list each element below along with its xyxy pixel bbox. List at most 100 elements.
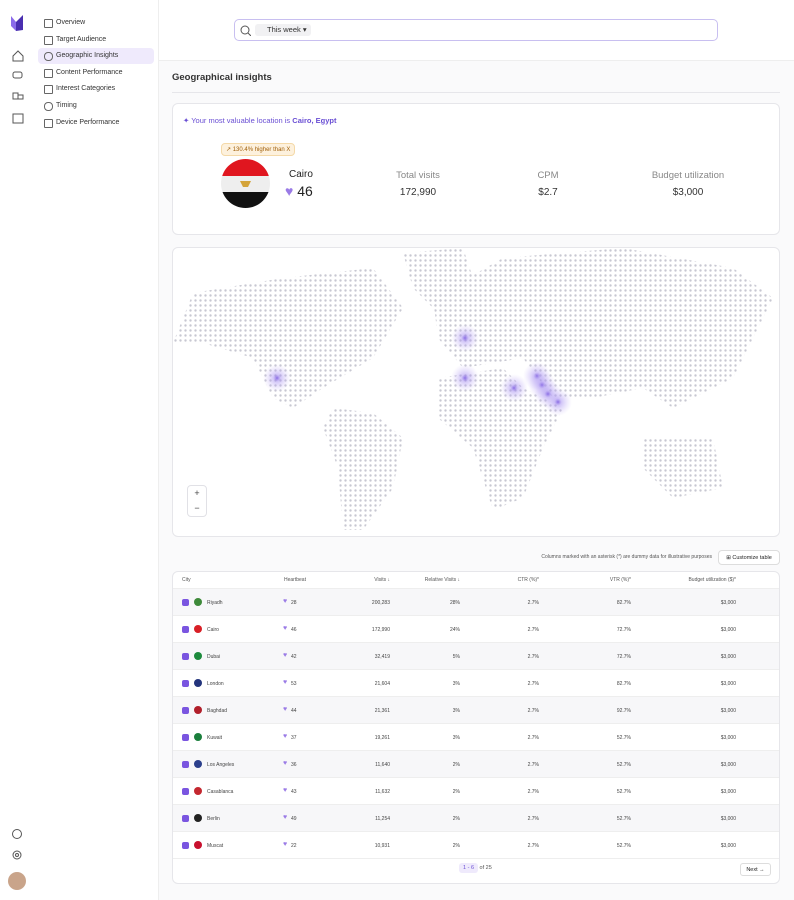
cell: $3,000	[720, 735, 736, 741]
cell: 42	[291, 654, 297, 660]
heart-icon: ♥	[283, 598, 288, 605]
cell: 21,361	[374, 708, 390, 714]
heart-icon: ♥	[283, 787, 288, 794]
badge: ↗ 130.4% higher than X	[221, 143, 296, 156]
cell: 72.7%	[616, 654, 631, 660]
table-row	[173, 751, 779, 778]
row-checkbox[interactable]	[182, 599, 189, 606]
row-checkbox[interactable]	[182, 707, 189, 714]
cell: 2%	[452, 789, 460, 795]
row-checkbox[interactable]	[182, 815, 189, 822]
cell: 46	[291, 627, 297, 633]
heart-icon: ♥	[283, 679, 288, 686]
filter-text: This week	[267, 25, 301, 34]
pagination: 1 - 6 of 25	[459, 863, 492, 873]
flag	[221, 159, 270, 208]
divider	[172, 92, 780, 93]
search-box[interactable]: This week ▾	[234, 19, 718, 41]
cell: 2%	[452, 816, 460, 822]
cell: 172,990	[371, 627, 390, 633]
cell: 37	[291, 735, 297, 741]
cell: 72.7%	[616, 627, 631, 633]
heart-icon: ♥	[283, 652, 288, 659]
row-checkbox[interactable]	[182, 626, 189, 633]
cell: 52.7%	[616, 762, 631, 768]
stat-value: 172,990	[399, 187, 437, 198]
cell: 52.7%	[616, 789, 631, 795]
cell: Casablanca	[207, 789, 234, 795]
cell: 2.7%	[527, 762, 539, 768]
nav-item[interactable]: Content Performance	[56, 68, 123, 76]
cell: 11,632	[375, 789, 390, 795]
nav-icon	[44, 102, 53, 111]
row-checkbox[interactable]	[182, 761, 189, 768]
page-range[interactable]: 1 - 6	[459, 863, 479, 873]
nav-item[interactable]: Device Performance	[56, 118, 120, 126]
table-row	[173, 805, 779, 832]
row-checkbox[interactable]	[182, 842, 189, 849]
cell: $3,000	[720, 681, 736, 687]
filter-chip[interactable]: This week ▾	[255, 24, 311, 36]
cell: 11,254	[375, 816, 390, 822]
heart-icon: ♥	[283, 733, 288, 740]
cell: London	[207, 681, 224, 687]
nav-item[interactable]: Overview	[56, 19, 86, 26]
heart-icon: ♥	[283, 814, 288, 821]
city-flag	[194, 787, 202, 795]
table-row	[173, 724, 779, 751]
zoom-out[interactable]: −	[194, 503, 200, 513]
heartbeat-value: 46	[297, 183, 313, 199]
cell: Riyadh	[207, 600, 223, 606]
cell: 10,931	[374, 843, 390, 849]
heartbeat: ♥ 46	[285, 183, 313, 199]
table-row	[173, 589, 779, 616]
stat-label: CPM	[537, 170, 559, 181]
cell: 49	[291, 816, 297, 822]
row-checkbox[interactable]	[182, 653, 189, 660]
city-flag	[194, 733, 202, 741]
zoom-in[interactable]: +	[194, 488, 200, 498]
nav-item[interactable]: Interest Categories	[56, 85, 116, 93]
header-divider	[173, 588, 779, 589]
cell: $3,000	[720, 654, 736, 660]
cell: $3,000	[720, 816, 736, 822]
column-header: Visits ↓	[374, 577, 390, 583]
page-total: of 25	[479, 865, 492, 871]
nav-item[interactable]: Timing	[56, 102, 77, 109]
nav-icon	[44, 85, 53, 95]
cell: 52.7%	[616, 843, 631, 849]
table-row	[173, 697, 779, 724]
logo	[11, 15, 23, 31]
column-header: Budget utilization ($)*	[688, 577, 736, 583]
nav-icon	[44, 52, 53, 62]
cell: 11,640	[375, 762, 390, 768]
row-checkbox[interactable]	[182, 788, 189, 795]
cell: 82.7%	[616, 681, 631, 687]
cell: 21,604	[374, 681, 390, 687]
nav-icon	[44, 19, 53, 28]
avatar[interactable]	[8, 872, 26, 890]
nav-item[interactable]: Geographic Insights	[38, 48, 154, 65]
cell: 22	[291, 843, 297, 849]
rail-icons[interactable]	[11, 49, 25, 129]
rail-bottom-icons[interactable]	[11, 828, 25, 862]
nav-item[interactable]: Target Audience	[56, 35, 107, 43]
table-row	[173, 643, 779, 670]
cell: Cairo	[207, 627, 219, 633]
cell: Baghdad	[207, 708, 228, 714]
badge-text: 130.4% higher than X	[232, 147, 291, 153]
heart-icon: ♥	[283, 841, 288, 848]
customize-button[interactable]: ⊞ Customize table	[718, 550, 780, 565]
next-button[interactable]: Next →	[740, 863, 771, 876]
city-flag	[194, 625, 202, 633]
city-flag	[194, 598, 202, 606]
cell: 44	[291, 708, 297, 714]
cell: 53	[291, 681, 297, 687]
row-checkbox[interactable]	[182, 734, 189, 741]
cell: 2%	[452, 843, 460, 849]
cell: Kuwait	[207, 735, 223, 741]
highlight-line: ✦ Your most valuable location is Cairo, …	[183, 116, 337, 125]
highlight-card: ✦ Your most valuable location is Cairo, …	[172, 103, 780, 235]
row-checkbox[interactable]	[182, 680, 189, 687]
